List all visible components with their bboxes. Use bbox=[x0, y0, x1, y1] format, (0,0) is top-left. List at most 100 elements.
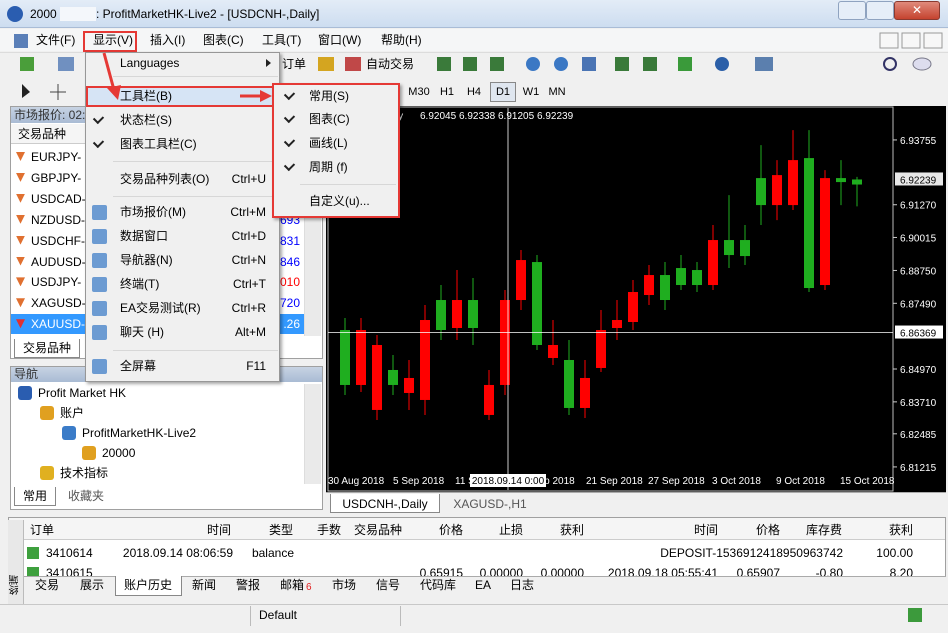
terminal-tab[interactable]: 日志 bbox=[509, 578, 535, 592]
column-header: 获利 bbox=[888, 523, 913, 537]
trend-arrow bbox=[16, 214, 25, 224]
terminal-tab[interactable]: 邮箱 bbox=[279, 578, 305, 592]
menu-separator bbox=[113, 76, 278, 77]
symbol[interactable]: USDCAD- bbox=[31, 191, 86, 206]
bid: 846 bbox=[279, 254, 300, 269]
y-tick-label: 6.82485 bbox=[900, 430, 937, 441]
tree-item[interactable]: ProfitMarketHK-Live2 bbox=[82, 426, 197, 440]
menu-item[interactable]: 图表工具栏(C) bbox=[120, 137, 197, 151]
menu-item[interactable]: 工具(T) bbox=[262, 33, 302, 47]
tree-item[interactable]: 技术指标 bbox=[60, 466, 109, 480]
menu-item[interactable]: 帮助(H) bbox=[381, 33, 422, 47]
symbol[interactable]: XAUUSD- bbox=[31, 317, 86, 332]
menu-item[interactable]: 自定义(u)... bbox=[309, 194, 370, 208]
close-button[interactable]: ✕ bbox=[894, 1, 940, 20]
terminal-tab[interactable]: 新闻 bbox=[191, 578, 217, 592]
terminal-tab[interactable]: 信号 bbox=[375, 578, 401, 592]
candle-body bbox=[564, 359, 574, 408]
window-title: 2000 bbox=[30, 7, 57, 21]
menu-item[interactable]: 文件(F) bbox=[36, 33, 76, 47]
candle-body bbox=[484, 384, 494, 415]
panel-tab-label[interactable]: 常用 bbox=[22, 489, 48, 503]
tree-icon bbox=[18, 386, 32, 400]
terminal-tab[interactable]: EA bbox=[474, 578, 492, 592]
column-header: 交易品种 bbox=[18, 127, 67, 141]
menu-item[interactable]: 图表(C) bbox=[203, 33, 244, 47]
menu-item[interactable]: 周期 (f) bbox=[309, 160, 348, 174]
menu-item[interactable]: 全屏幕 bbox=[120, 359, 157, 373]
symbol[interactable]: XAGUSD- bbox=[31, 296, 86, 311]
candle-body bbox=[836, 178, 846, 183]
period-button[interactable]: D1 bbox=[495, 86, 511, 98]
tree-item[interactable]: 20000 bbox=[102, 446, 136, 460]
column-header: 止损 bbox=[498, 523, 523, 537]
toolbar-button[interactable]: 订单 bbox=[282, 57, 307, 71]
title-bar bbox=[0, 0, 948, 28]
chart-tab[interactable]: USDCNH-,Daily bbox=[342, 497, 428, 511]
symbol[interactable]: GBPJPY- bbox=[31, 170, 82, 185]
terminal-tab[interactable]: 市场 bbox=[331, 578, 357, 592]
status-bar bbox=[0, 604, 948, 633]
terminal-tab[interactable]: 交易 bbox=[34, 578, 60, 592]
menu-item[interactable]: 导航器(N) bbox=[120, 253, 173, 267]
symbol[interactable]: EURJPY- bbox=[31, 150, 82, 164]
menu-item[interactable]: 聊天 (H) bbox=[120, 325, 164, 339]
period-button[interactable]: W1 bbox=[522, 86, 540, 98]
menu-item[interactable]: EA交易测试(R) bbox=[120, 301, 201, 315]
menu-shortcut: Ctrl+M bbox=[230, 205, 266, 219]
crosshair-price-box bbox=[895, 325, 943, 339]
symbol[interactable]: USDCHF- bbox=[31, 233, 85, 248]
menu-item[interactable]: 状态栏(S) bbox=[120, 113, 172, 127]
menu-icon bbox=[92, 229, 107, 244]
menu-item[interactable]: 窗口(W) bbox=[318, 33, 362, 47]
cell: 3410614 bbox=[46, 546, 93, 560]
panel-tab-label[interactable]: 收藏夹 bbox=[67, 489, 105, 503]
period-button[interactable]: H1 bbox=[439, 86, 455, 98]
menu-icon bbox=[92, 205, 107, 220]
x-tick-label: 15 Oct 2018 bbox=[840, 476, 895, 487]
terminal-tab[interactable]: 警报 bbox=[235, 578, 261, 592]
menu-icon bbox=[92, 301, 107, 316]
period-button[interactable]: H4 bbox=[466, 86, 482, 98]
plot-border bbox=[327, 106, 894, 492]
menu-separator bbox=[113, 350, 278, 351]
tree-item[interactable]: Profit Market HK bbox=[38, 386, 127, 400]
menu-item[interactable]: 终端(T) bbox=[120, 277, 160, 291]
crosshair-time: 2018.09.14 0:00 bbox=[472, 476, 545, 487]
candle-body bbox=[516, 260, 526, 301]
menu-item[interactable]: 显示(V) bbox=[93, 33, 133, 47]
terminal-tab[interactable]: 代码库 bbox=[419, 578, 457, 592]
menu-item[interactable]: 数据窗口 bbox=[120, 229, 169, 243]
candle-body bbox=[644, 275, 654, 296]
tree-item[interactable]: 账户 bbox=[60, 406, 85, 420]
menu-item[interactable]: 交易品种列表(O) bbox=[120, 172, 210, 186]
symbol[interactable]: AUDUSD- bbox=[31, 254, 86, 269]
navigator-panel bbox=[10, 366, 323, 510]
terminal-tab[interactable]: 展示 bbox=[79, 578, 105, 592]
period-button[interactable]: MN bbox=[548, 86, 566, 98]
toolbar-button[interactable]: 自动交易 bbox=[366, 57, 415, 71]
y-tick-label: 6.90015 bbox=[900, 233, 937, 244]
menu-item[interactable]: 插入(I) bbox=[150, 33, 186, 47]
terminal-tab[interactable]: 账户历史 bbox=[123, 578, 173, 592]
menu-item[interactable]: 常用(S) bbox=[309, 89, 349, 103]
panel-title: 导航 bbox=[14, 367, 39, 381]
period-button[interactable]: M30 bbox=[408, 86, 430, 98]
terminal-tab-active bbox=[115, 576, 182, 596]
tree-icon bbox=[82, 446, 96, 460]
symbol[interactable]: NZDUSD- bbox=[31, 212, 85, 227]
panel-tab-label[interactable]: 交易品种 bbox=[22, 341, 72, 355]
menu-item[interactable]: 市场报价(M) bbox=[120, 205, 186, 219]
scrollbar[interactable] bbox=[304, 384, 321, 484]
chart-tab[interactable]: XAGUSD-,H1 bbox=[453, 497, 527, 511]
menu-shortcut: Ctrl+T bbox=[233, 277, 266, 291]
maximize-button[interactable] bbox=[866, 1, 894, 20]
menu-item[interactable]: 画线(L) bbox=[309, 136, 348, 150]
menu-item[interactable]: 工具栏(B) bbox=[120, 89, 172, 103]
menu-item[interactable]: Languages bbox=[120, 56, 180, 70]
column-header: 获利 bbox=[559, 523, 584, 537]
tree-icon bbox=[40, 406, 54, 420]
symbol[interactable]: USDJPY- bbox=[31, 275, 82, 290]
menu-item[interactable]: 图表(C) bbox=[309, 112, 350, 126]
minimize-button[interactable] bbox=[838, 1, 866, 20]
